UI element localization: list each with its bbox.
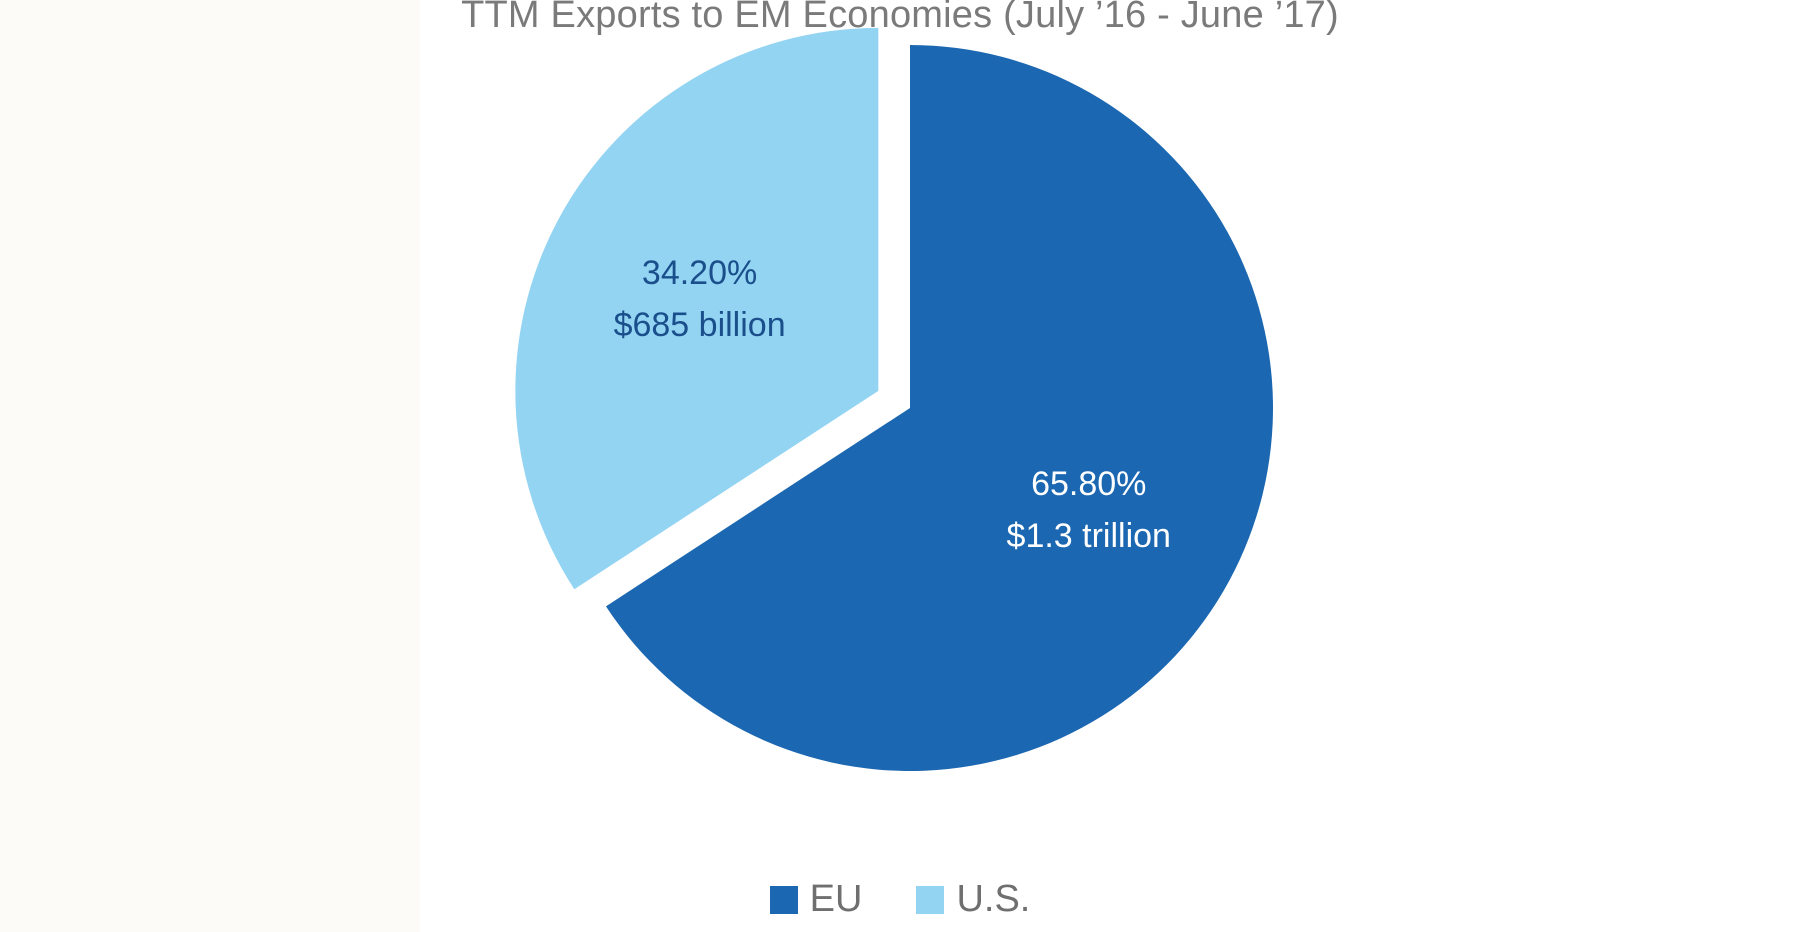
legend-item-us: U.S. <box>916 878 1030 921</box>
chart-title: TTM Exports to EM Economies (July ’16 - … <box>461 0 1339 36</box>
legend-item-eu: EU <box>769 878 863 921</box>
chart-legend: EU U.S. <box>0 878 1800 921</box>
slice-value-label-eu: $1.3 trillion <box>1007 517 1171 555</box>
legend-swatch-eu <box>769 885 798 914</box>
slice-value-label-us: $685 billion <box>614 306 786 344</box>
pie-slice-eu <box>605 45 1273 771</box>
legend-label-eu: EU <box>809 878 863 920</box>
pie-chart: 65.80% $1.3 trillion 34.20% $685 billion <box>515 27 1273 771</box>
slice-label-eu: 65.80% $1.3 trillion <box>1007 465 1171 555</box>
slice-label-us: 34.20% $685 billion <box>614 254 786 344</box>
slice-percent-label-us: 34.20% <box>642 254 757 292</box>
slice-percent-label-eu: 65.80% <box>1031 465 1146 503</box>
legend-swatch-us <box>916 885 945 914</box>
legend-label-us: U.S. <box>956 878 1031 920</box>
pie-slice-us <box>515 27 879 590</box>
